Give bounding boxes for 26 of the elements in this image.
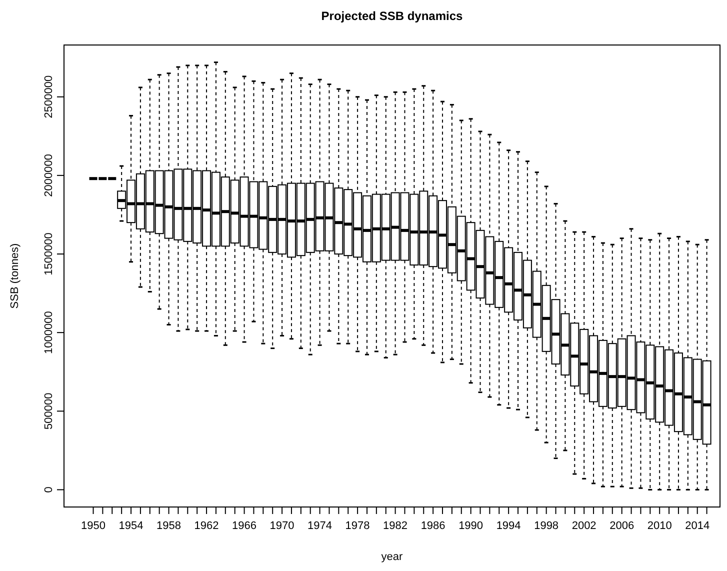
y-axis-title: SSB (tonnes) — [9, 243, 21, 309]
x-tick-label: 1986 — [420, 520, 446, 532]
x-tick-label: 1994 — [496, 520, 521, 532]
chart-title: Projected SSB dynamics — [321, 9, 464, 23]
x-tick-label: 2010 — [647, 520, 672, 532]
y-tick-label: 2000000 — [43, 154, 55, 197]
x-tick-label: 2002 — [572, 520, 596, 532]
x-tick-label: 2006 — [610, 520, 634, 532]
y-tick-label: 0 — [43, 486, 55, 493]
x-tick-label: 1966 — [232, 520, 257, 532]
x-tick-label: 1974 — [308, 520, 332, 532]
y-tick-label: 2500000 — [43, 75, 55, 118]
x-axis-title: year — [381, 551, 404, 563]
y-tick-label: 500000 — [43, 392, 55, 430]
x-tick-label: 1954 — [118, 520, 144, 532]
x-tick-label: 1950 — [81, 520, 106, 532]
x-tick-label: 2014 — [685, 520, 710, 532]
x-tick-label: 1998 — [534, 520, 559, 532]
y-tick-label: 1500000 — [43, 232, 55, 276]
x-tick-label: 1958 — [156, 520, 182, 532]
y-tick-label: 1000000 — [43, 311, 55, 354]
x-tick-label: 1970 — [270, 520, 294, 532]
x-tick-label: 1990 — [458, 520, 484, 532]
x-tick-label: 1978 — [345, 520, 370, 532]
x-tick-label: 1982 — [383, 520, 408, 532]
x-tick-label: 1962 — [194, 520, 219, 532]
